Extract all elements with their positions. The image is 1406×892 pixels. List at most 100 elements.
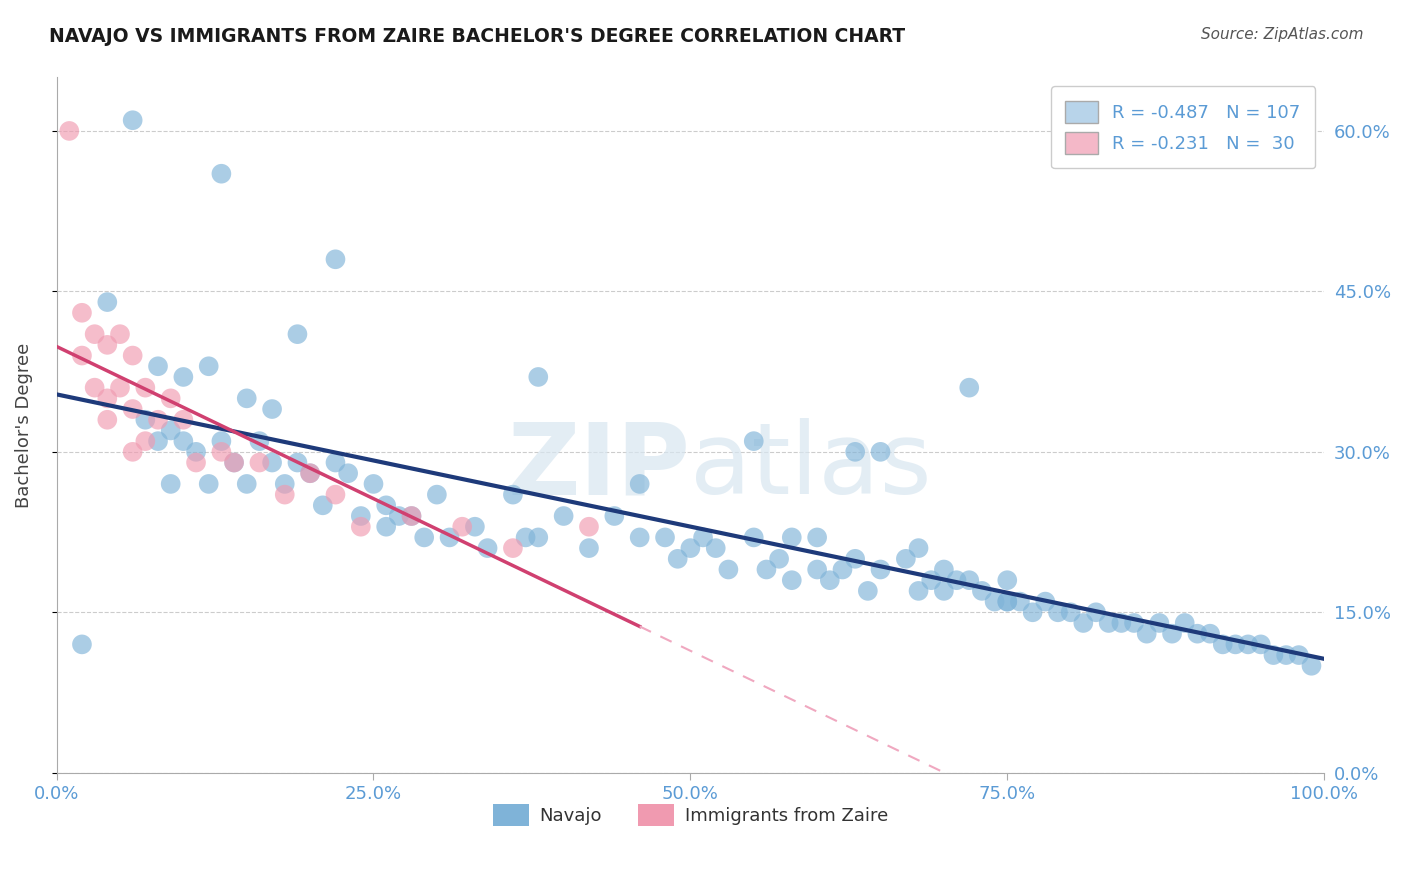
Point — [628, 530, 651, 544]
Point — [375, 519, 398, 533]
Point — [1275, 648, 1298, 662]
Point — [768, 551, 790, 566]
Point — [121, 402, 143, 417]
Point — [1046, 605, 1069, 619]
Point — [184, 456, 207, 470]
Point — [249, 434, 271, 449]
Point — [704, 541, 727, 555]
Point — [83, 381, 105, 395]
Point — [932, 562, 955, 576]
Point — [146, 413, 169, 427]
Point — [932, 583, 955, 598]
Point — [818, 573, 841, 587]
Point — [1123, 615, 1146, 630]
Point — [172, 413, 194, 427]
Point — [995, 594, 1018, 608]
Point — [856, 583, 879, 598]
Point — [146, 359, 169, 374]
Point — [957, 573, 980, 587]
Point — [222, 456, 245, 470]
Point — [1212, 637, 1234, 651]
Point — [970, 583, 993, 598]
Point — [831, 562, 853, 576]
Point — [654, 530, 676, 544]
Point — [312, 499, 335, 513]
Point — [578, 541, 600, 555]
Point — [806, 562, 828, 576]
Point — [222, 456, 245, 470]
Point — [249, 456, 271, 470]
Point — [121, 113, 143, 128]
Point — [666, 551, 689, 566]
Point — [274, 488, 297, 502]
Point — [1059, 605, 1081, 619]
Point — [350, 508, 373, 523]
Point — [995, 594, 1018, 608]
Point — [1174, 615, 1197, 630]
Point — [1071, 615, 1094, 630]
Point — [628, 477, 651, 491]
Point — [844, 551, 866, 566]
Point — [1033, 594, 1056, 608]
Point — [907, 541, 929, 555]
Point — [780, 573, 803, 587]
Point — [108, 381, 131, 395]
Point — [70, 306, 93, 320]
Point — [96, 338, 118, 352]
Point — [515, 530, 537, 544]
Point — [325, 252, 347, 267]
Point — [134, 434, 156, 449]
Point — [287, 456, 309, 470]
Point — [70, 637, 93, 651]
Point — [197, 359, 219, 374]
Point — [209, 167, 232, 181]
Point — [1098, 615, 1121, 630]
Point — [806, 530, 828, 544]
Point — [96, 392, 118, 406]
Point — [920, 573, 942, 587]
Point — [1161, 626, 1184, 640]
Point — [96, 295, 118, 310]
Point — [1288, 648, 1310, 662]
Point — [1021, 605, 1043, 619]
Point — [70, 349, 93, 363]
Point — [869, 562, 891, 576]
Point — [1225, 637, 1247, 651]
Point — [235, 392, 257, 406]
Point — [262, 456, 284, 470]
Point — [869, 445, 891, 459]
Point — [1187, 626, 1209, 640]
Point — [134, 413, 156, 427]
Point — [957, 381, 980, 395]
Legend: Navajo, Immigrants from Zaire: Navajo, Immigrants from Zaire — [485, 797, 896, 833]
Point — [325, 456, 347, 470]
Point — [159, 392, 181, 406]
Text: NAVAJO VS IMMIGRANTS FROM ZAIRE BACHELOR'S DEGREE CORRELATION CHART: NAVAJO VS IMMIGRANTS FROM ZAIRE BACHELOR… — [49, 27, 905, 45]
Point — [197, 477, 219, 491]
Point — [1149, 615, 1171, 630]
Point — [388, 508, 411, 523]
Point — [172, 434, 194, 449]
Point — [527, 370, 550, 384]
Text: Source: ZipAtlas.com: Source: ZipAtlas.com — [1201, 27, 1364, 42]
Point — [780, 530, 803, 544]
Point — [527, 530, 550, 544]
Point — [907, 583, 929, 598]
Point — [945, 573, 967, 587]
Point — [401, 508, 423, 523]
Y-axis label: Bachelor's Degree: Bachelor's Degree — [15, 343, 32, 508]
Point — [1237, 637, 1260, 651]
Text: atlas: atlas — [690, 418, 932, 516]
Point — [1199, 626, 1222, 640]
Point — [209, 445, 232, 459]
Point — [209, 434, 232, 449]
Point — [121, 445, 143, 459]
Point — [413, 530, 436, 544]
Point — [995, 573, 1018, 587]
Point — [477, 541, 499, 555]
Point — [844, 445, 866, 459]
Point — [1250, 637, 1272, 651]
Point — [159, 477, 181, 491]
Point — [325, 488, 347, 502]
Point — [363, 477, 385, 491]
